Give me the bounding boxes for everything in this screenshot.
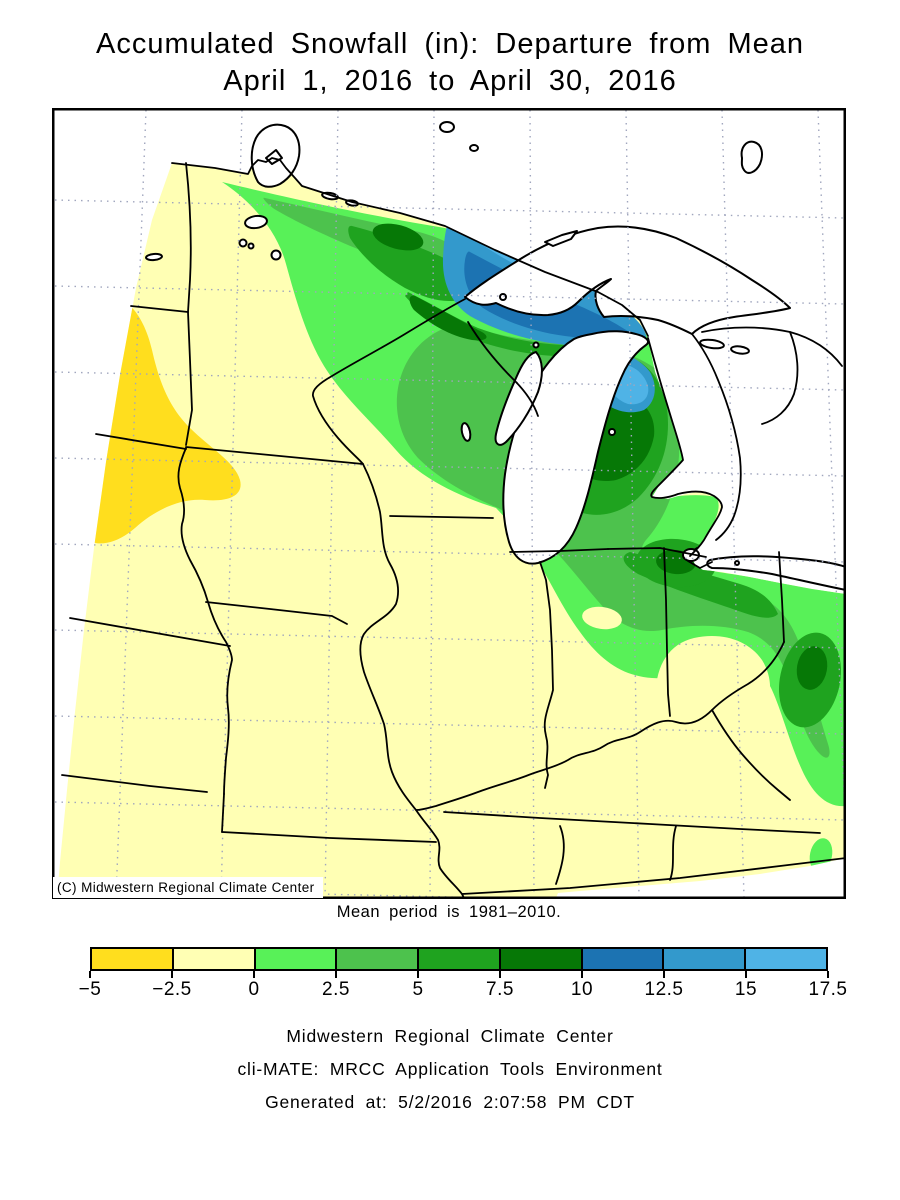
legend-cell-7 (662, 949, 745, 969)
mississippi-river-border (312, 298, 466, 898)
legend-tick-label: −2.5 (152, 979, 192, 1000)
legend-tick (499, 971, 501, 978)
lake-superior (464, 225, 791, 335)
ky-va-border (711, 709, 791, 801)
legend-tick (827, 971, 829, 978)
red-lake (244, 214, 268, 230)
mi-oh-border (607, 547, 707, 558)
legend-tick (663, 971, 665, 978)
mean-period-note: Mean period is 1981–2010. (336, 903, 562, 921)
ohio-river-border (415, 641, 785, 811)
devils-lake (145, 252, 163, 262)
wi-mi-border (467, 321, 539, 417)
legend-tick-label: 5 (412, 979, 424, 1000)
ontario-lake-small (469, 144, 479, 152)
canada-border (171, 157, 649, 337)
erie-islands (734, 560, 740, 566)
legend-tick (253, 971, 255, 978)
footer-org: Midwestern Regional Climate Center (286, 1026, 614, 1046)
tennessee-river-east (669, 825, 677, 881)
mn-west-border (185, 162, 193, 446)
legend-tick-label: 15 (734, 979, 758, 1000)
wi-il-border (389, 515, 494, 519)
legend-cell-3 (335, 949, 418, 969)
lake-winnebago (460, 422, 472, 442)
legend-tick-label: 2.5 (322, 979, 350, 1000)
ontario-lake (439, 121, 455, 133)
copyright-label: (C) Midwestern Regional Climate Center (53, 877, 323, 898)
legend-cell-2 (253, 949, 336, 969)
legend-tick-label: 0 (248, 979, 260, 1000)
legend: −5 −2.5 0 2.5 5 7.5 10 12.5 15 17.5 (79, 947, 847, 1003)
legend-cell-4 (417, 949, 499, 969)
cockburn-island (730, 345, 750, 355)
title-line-1: Accumulated Snowfall (in): Departure fro… (96, 28, 804, 60)
legend-cell-5 (498, 949, 581, 969)
apostle-islands (499, 293, 507, 301)
in-mi-border (509, 548, 609, 553)
nd-sd-border (130, 305, 189, 313)
green-bay (494, 351, 543, 446)
legend-tick (581, 971, 583, 978)
legend-tick-label: −5 (78, 979, 102, 1000)
st-clair-detroit-rivers (687, 547, 713, 569)
manitoulin-island (699, 338, 725, 350)
ne-ks-border (69, 617, 231, 647)
page-title: Accumulated Snowfall (in): Departure fro… (0, 26, 900, 100)
sd-ne-border (95, 433, 187, 450)
mo-ok-border (221, 793, 225, 833)
graticule (54, 109, 845, 898)
mille-lacs (270, 249, 282, 261)
isle-royale (544, 230, 578, 247)
legend-cell-1 (171, 949, 254, 969)
legend-tick (335, 971, 337, 978)
in-oh-border (663, 547, 671, 717)
state-borders (61, 157, 845, 898)
ks-ok-border (61, 774, 208, 793)
oh-pa-border (778, 551, 785, 643)
legend-tick (745, 971, 747, 978)
lake-erie (706, 555, 845, 591)
tn-south-border (461, 857, 845, 895)
title-line-2: April 1, 2016 to April 30, 2016 (223, 65, 677, 97)
ky-tn-border (443, 811, 821, 834)
legend-tick-label: 17.5 (808, 979, 848, 1000)
legend-tick (171, 971, 173, 978)
lake-of-the-woods-island (265, 149, 283, 165)
legend-tick-label: 10 (570, 979, 594, 1000)
legend-tick (417, 971, 419, 978)
legend-tick-label: 7.5 (486, 979, 514, 1000)
michigan-east-shore (647, 337, 723, 557)
legend-colorbar (90, 947, 828, 971)
washington-island (532, 341, 540, 349)
legend-tick (89, 971, 91, 978)
map-panel: (C) Midwestern Regional Climate Center (52, 108, 846, 899)
winnibigoshish (247, 242, 255, 250)
mn-ia-border (185, 446, 364, 465)
mo-ar-border (221, 831, 437, 843)
footer-app: cli-MATE: MRCC Application Tools Environ… (237, 1059, 663, 1079)
legend-cell-8 (744, 949, 827, 969)
tennessee-river (555, 825, 565, 885)
huron-border (691, 333, 742, 541)
footer-generated-at: Generated at: 5/2/2016 2:07:58 PM CDT (265, 1092, 635, 1112)
leech-lake (238, 238, 248, 248)
legend-tick-label: 12.5 (644, 979, 684, 1000)
lakes (145, 121, 845, 591)
il-in-border (539, 561, 554, 789)
houghton-lake (608, 428, 616, 436)
lake-nipigon (740, 140, 763, 174)
legend-cell-0 (92, 949, 172, 969)
georgian-bay-shore (761, 331, 799, 425)
midwest-map (52, 108, 846, 899)
missouri-river-border (177, 447, 233, 795)
map-frame (52, 108, 846, 899)
legend-cell-6 (580, 949, 663, 969)
ia-mo-border (205, 601, 348, 625)
